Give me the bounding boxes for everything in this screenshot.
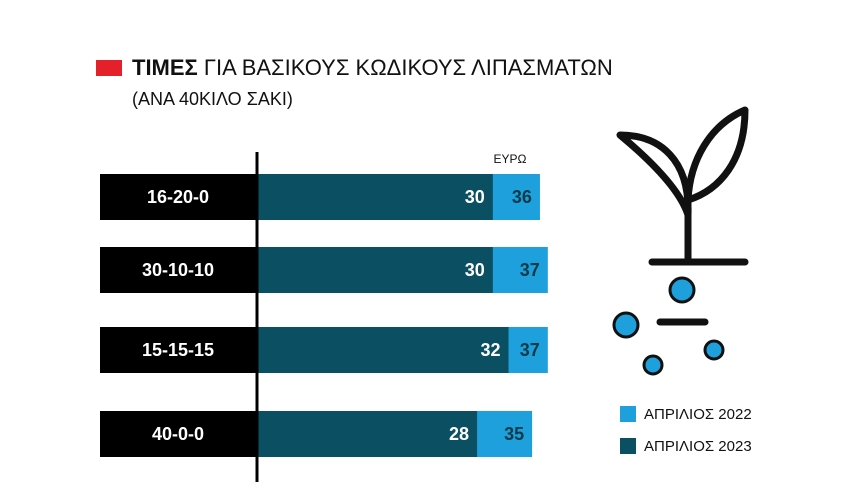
bar — [257, 327, 509, 373]
bar — [257, 411, 478, 457]
title-bold: ΤΙΜΕΣ — [132, 55, 198, 80]
value-label: 37 — [520, 340, 540, 360]
title-marker — [96, 60, 122, 76]
category-label: 30-10-10 — [142, 260, 214, 280]
plant-icon — [616, 106, 749, 326]
category-box — [100, 247, 257, 293]
chart-title: ΤΙΜΕΣ ΓΙΑ ΒΑΣΙΚΟΥΣ ΚΩΔΙΚΟΥΣ ΛΙΠΑΣΜΑΤΩΝ — [132, 55, 613, 80]
subtitle: (ΑΝΑ 40ΚΙΛΟ ΣΑΚΙ) — [132, 89, 293, 109]
value-label: 36 — [512, 187, 532, 207]
legend-swatch — [620, 438, 636, 454]
category-box — [100, 411, 257, 457]
legend-swatch — [620, 406, 636, 422]
title-rest: ΓΙΑ ΒΑΣΙΚΟΥΣ ΚΩΔΙΚΟΥΣ ΛΙΠΑΣΜΑΤΩΝ — [204, 55, 613, 80]
category-box — [100, 327, 257, 373]
bar — [257, 247, 493, 293]
value-label: 30 — [465, 187, 485, 207]
category-label: 16-20-0 — [147, 187, 209, 207]
value-label: 30 — [465, 260, 485, 280]
category-label: 15-15-15 — [142, 340, 214, 360]
icon-dots — [612, 276, 725, 376]
category-label: 40-0-0 — [152, 424, 204, 444]
value-label: 32 — [480, 340, 500, 360]
legend-label: ΑΠΡΙΛΙΟΣ 2022 — [644, 406, 752, 423]
value-label: 28 — [449, 424, 469, 444]
bars: 16-20-0 36 30 30-10-10 37 30 15-15-15 37 32 40-0-… — [100, 174, 548, 457]
value-label: 35 — [504, 424, 524, 444]
bar — [257, 174, 493, 220]
value-label: 37 — [520, 260, 540, 280]
category-box — [100, 174, 257, 220]
legend: ΑΠΡΙΛΙΟΣ 2022 ΑΠΡΙΛΙΟΣ 2023 — [620, 406, 752, 455]
legend-label: ΑΠΡΙΛΙΟΣ 2023 — [644, 438, 752, 455]
unit-label: ΕΥΡΩ — [494, 152, 527, 166]
